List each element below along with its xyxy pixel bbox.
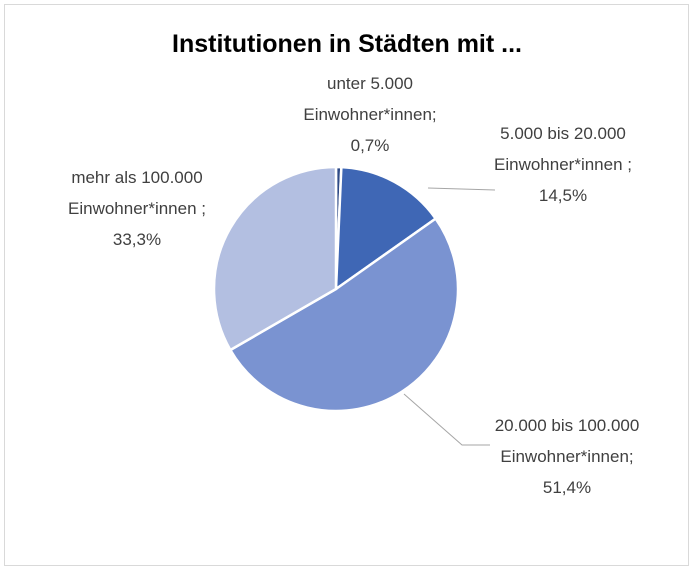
pie-slice [212,165,338,352]
chart-title: Institutionen in Städten mit ... [172,30,522,58]
data-label: unter 5.000 Einwohner*innen; 0,7% [282,68,458,161]
data-label: mehr als 100.000 Einwohner*innen ; 33,3% [49,162,225,255]
pie [212,165,460,413]
data-label: 5.000 bis 20.000 Einwohner*innen ; 14,5% [475,118,651,211]
leader-line [427,187,496,191]
label-category: mehr als 100.000 Einwohner*innen ; [68,168,206,218]
pie-slice [334,165,438,292]
label-category: 5.000 bis 20.000 Einwohner*innen ; [494,124,632,174]
leader-line [403,393,490,446]
label-category: 20.000 bis 100.000 Einwohner*innen; [494,416,640,466]
label-category: unter 5.000 Einwohner*innen; [303,74,437,124]
label-value: 51,4% [542,478,592,497]
label-value: 14,5% [538,186,588,205]
label-value: 0,7% [350,136,390,155]
data-label: 20.000 bis 100.000 Einwohner*innen; 51,4% [479,410,655,503]
label-value: 33,3% [112,230,162,249]
pie-slice [228,216,460,413]
